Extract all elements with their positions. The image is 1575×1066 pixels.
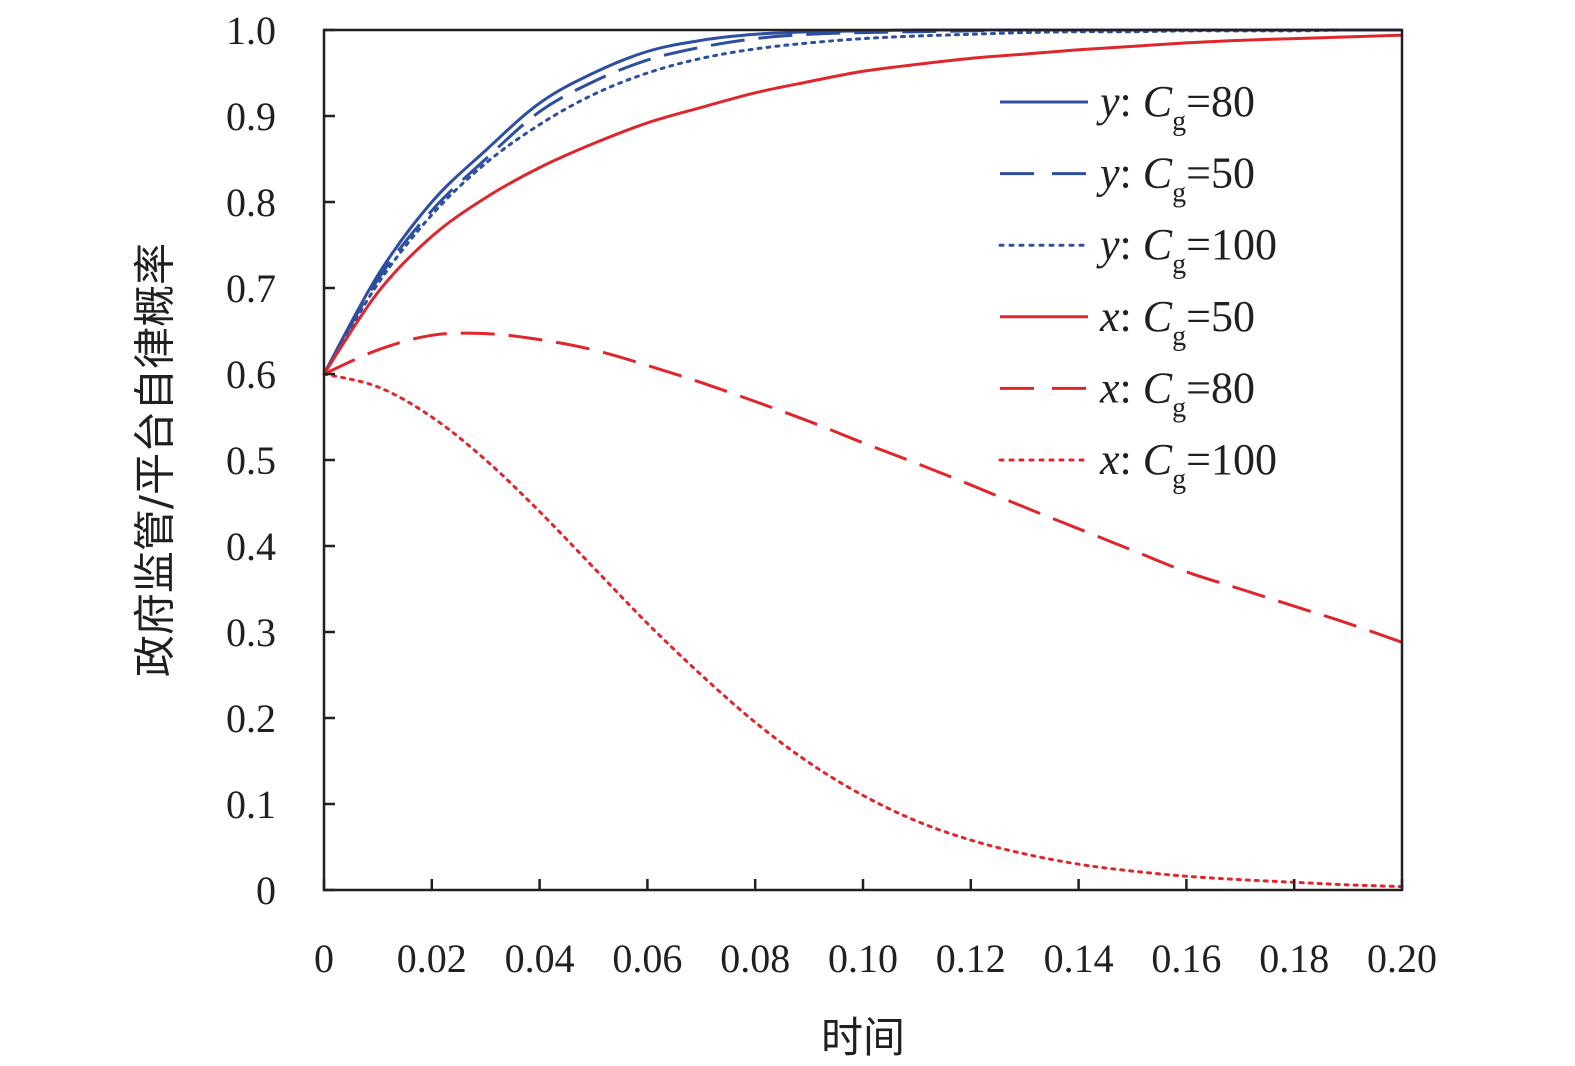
legend-separator: : xyxy=(1120,220,1143,269)
legend-separator: : xyxy=(1120,77,1143,126)
legend-label: x: Cg=50 xyxy=(1099,292,1255,352)
y-tick-label: 0.2 xyxy=(226,696,276,741)
series-line-x-cg100 xyxy=(322,372,1404,889)
legend-value: =100 xyxy=(1186,435,1277,484)
legend-value: =50 xyxy=(1186,149,1255,198)
y-tick-label: 0.8 xyxy=(226,180,276,225)
legend-symbol: C xyxy=(1143,292,1173,341)
legend-separator: : xyxy=(1120,363,1143,412)
y-tick-label: 0.7 xyxy=(226,266,276,311)
x-tick-label: 0.06 xyxy=(612,936,682,981)
legend-value: =80 xyxy=(1186,77,1255,126)
legend-label: x: Cg=80 xyxy=(1099,363,1255,423)
legend-subscript: g xyxy=(1172,321,1186,352)
y-tick-label: 1.0 xyxy=(226,8,276,53)
x-tick-label: 0.02 xyxy=(397,936,467,981)
y-tick-label: 0.4 xyxy=(226,524,276,569)
legend-separator: : xyxy=(1120,149,1143,198)
series-line-x-cg50 xyxy=(322,33,1403,375)
legend-value: =80 xyxy=(1186,363,1255,412)
x-tick-label: 0.14 xyxy=(1044,936,1114,981)
x-axis-title: 时间 xyxy=(821,1013,905,1062)
x-tick-label: 0.18 xyxy=(1259,936,1329,981)
legend-symbol: C xyxy=(1143,149,1173,198)
legend-label: x: Cg=100 xyxy=(1099,435,1277,495)
legend-symbol: C xyxy=(1143,363,1173,412)
x-tick-label: 0.04 xyxy=(505,936,575,981)
legend-label: y: Cg=100 xyxy=(1096,220,1277,280)
y-tick-label: 0 xyxy=(256,868,276,913)
legend-label: y: Cg=80 xyxy=(1096,77,1255,137)
legend-variable: y xyxy=(1096,149,1120,198)
x-tick-label: 0.08 xyxy=(720,936,790,981)
ticks-layer: 0 0.02 0.04 0.06 0.08 0.10 0.12 0.14 0.16 0.18 0.2… xyxy=(226,8,1437,981)
y-tick-label: 0.6 xyxy=(226,352,276,397)
x-tick-label: 0.12 xyxy=(936,936,1006,981)
y-tick-label: 0.3 xyxy=(226,610,276,655)
legend-variable: x xyxy=(1099,292,1120,341)
legend-subscript: g xyxy=(1172,392,1186,423)
legend-subscript: g xyxy=(1172,178,1186,209)
legend-subscript: g xyxy=(1172,106,1186,137)
legend-subscript: g xyxy=(1172,464,1186,495)
legend-symbol: C xyxy=(1143,220,1173,269)
legend-variable: y xyxy=(1096,77,1120,126)
legend-variable: x xyxy=(1099,363,1120,412)
legend-label: y: Cg=50 xyxy=(1096,149,1255,209)
x-tick-label: 0.20 xyxy=(1367,936,1437,981)
legend-variable: y xyxy=(1096,220,1120,269)
x-tick-label: 0 xyxy=(314,936,334,981)
y-axis-title: 政府监管/平台自律概率 xyxy=(131,243,180,677)
legend-subscript: g xyxy=(1172,249,1186,280)
legend-value: =100 xyxy=(1186,220,1277,269)
legend-symbol: C xyxy=(1143,435,1173,484)
legend-variable: x xyxy=(1099,435,1120,484)
x-tick-label: 0.10 xyxy=(828,936,898,981)
legend-symbol: C xyxy=(1143,77,1173,126)
x-tick-label: 0.16 xyxy=(1151,936,1221,981)
y-tick-label: 0.9 xyxy=(226,94,276,139)
legend-separator: : xyxy=(1120,435,1143,484)
legend-value: =50 xyxy=(1186,292,1255,341)
y-tick-label: 0.1 xyxy=(226,782,276,827)
legend-separator: : xyxy=(1120,292,1143,341)
y-tick-label: 0.5 xyxy=(226,438,276,483)
